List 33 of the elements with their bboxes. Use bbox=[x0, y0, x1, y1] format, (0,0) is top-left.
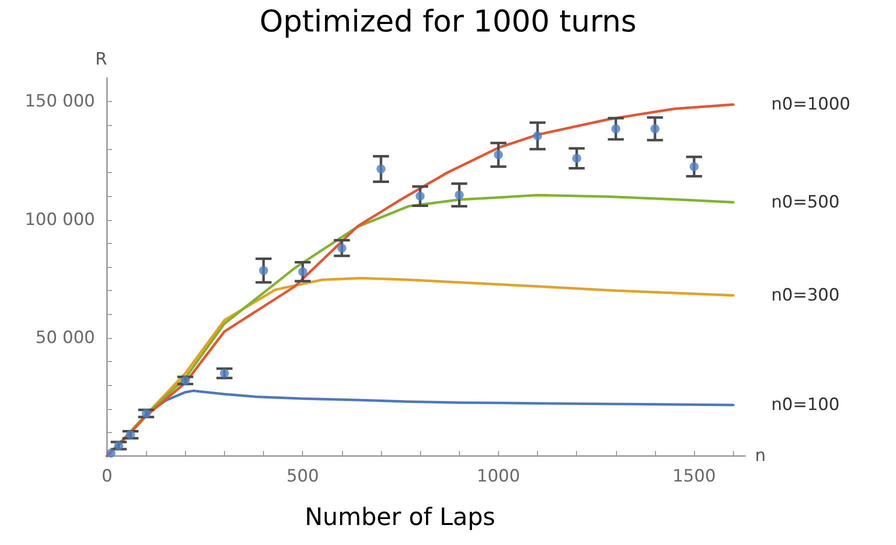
point bbox=[494, 150, 503, 160]
point bbox=[126, 430, 135, 440]
point bbox=[690, 162, 699, 172]
y-axis-title: R bbox=[95, 50, 108, 70]
x-tick-label: 1500 bbox=[672, 466, 716, 486]
text: n0=100 bbox=[771, 394, 840, 415]
point bbox=[416, 192, 425, 201]
text: n0=1000 bbox=[771, 94, 850, 114]
chart-title: Optimized for 1000 turns bbox=[260, 4, 636, 40]
text: n0=500 bbox=[771, 192, 840, 212]
text: Number of Laps bbox=[304, 503, 496, 531]
point bbox=[298, 267, 308, 276]
point bbox=[376, 164, 386, 174]
point bbox=[650, 124, 660, 134]
point bbox=[180, 376, 190, 385]
x-axis-title: n bbox=[755, 446, 766, 466]
y-tick-label: 100 000 bbox=[24, 210, 95, 230]
point bbox=[114, 441, 124, 450]
point bbox=[533, 131, 542, 140]
x-tick-label: 1000 bbox=[476, 466, 520, 486]
point bbox=[337, 244, 346, 253]
x-tick-label: 0 bbox=[102, 466, 112, 486]
x-tick-label: 500 bbox=[286, 466, 319, 486]
point bbox=[220, 368, 229, 378]
y-tick-label: 50 000 bbox=[36, 328, 95, 348]
line-series bbox=[106, 103, 735, 458]
point bbox=[142, 408, 151, 418]
text: n0=300 bbox=[771, 285, 840, 306]
point bbox=[454, 190, 464, 200]
point bbox=[259, 266, 268, 276]
point bbox=[611, 124, 620, 134]
y-tick-label: 150 000 bbox=[24, 92, 95, 112]
point bbox=[572, 154, 582, 163]
